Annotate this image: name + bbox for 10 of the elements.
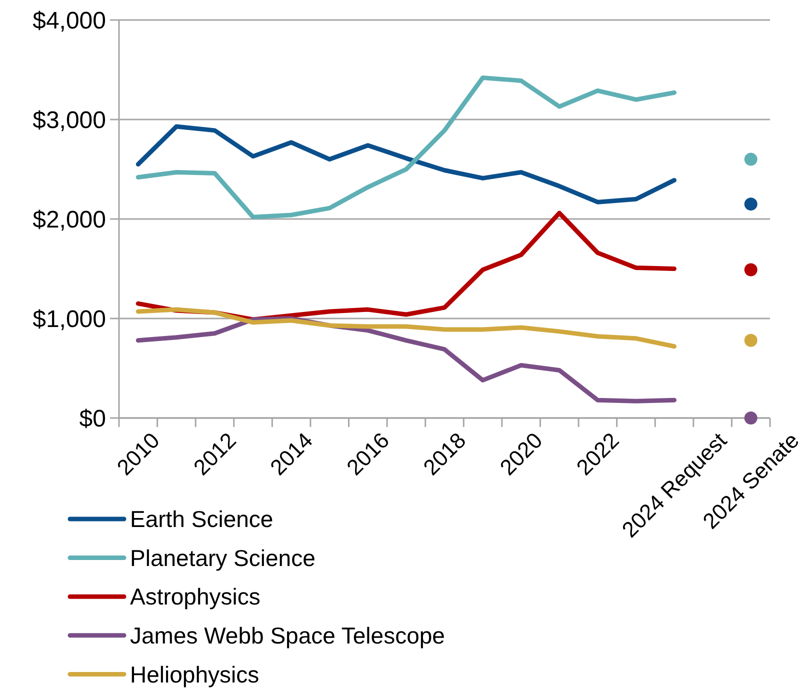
legend-label: Astrophysics xyxy=(130,584,260,610)
y-tick-label: $4,000 xyxy=(32,7,106,34)
y-tick-label: $3,000 xyxy=(32,106,106,134)
legend-label: James Webb Space Telescope xyxy=(130,622,445,648)
y-tick-label: $0 xyxy=(79,405,106,432)
legend-label: Earth Science xyxy=(130,506,274,532)
legend-label: Planetary Science xyxy=(130,544,316,571)
legend-label: Heliophysics xyxy=(130,661,260,688)
y-tick-label: $2,000 xyxy=(32,206,106,234)
y-tick-label: $1,000 xyxy=(32,306,106,333)
